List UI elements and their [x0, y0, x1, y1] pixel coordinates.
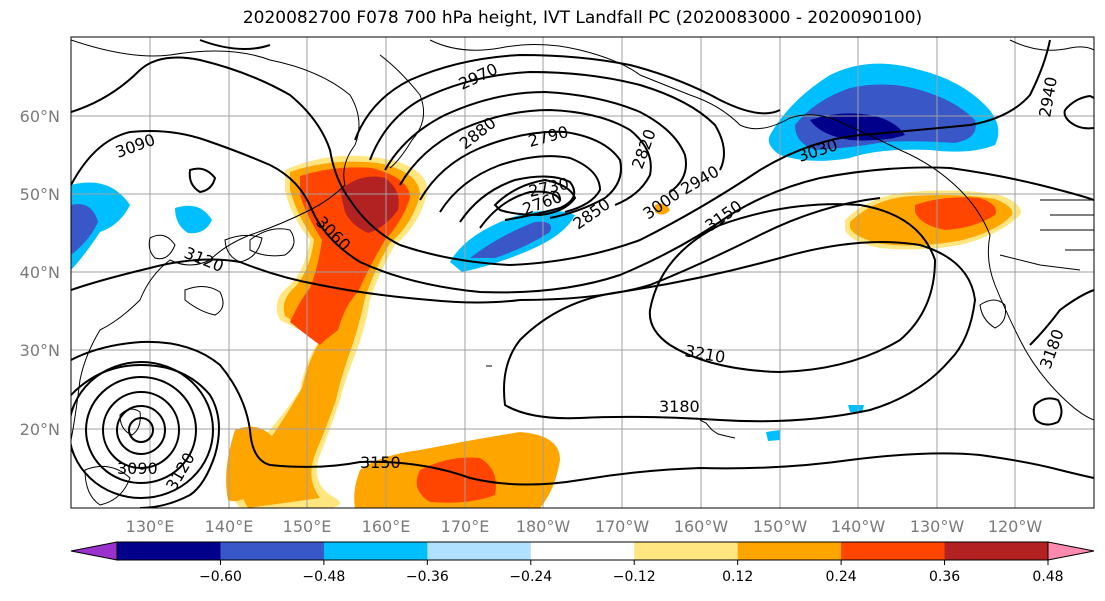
- colorbar-tick-label: 0.48: [1032, 569, 1063, 585]
- latitude-labels: 60°N 50°N 40°N 30°N 20°N: [20, 107, 60, 439]
- colorbar-ticks: −0.60 −0.48 −0.36 −0.24 −0.12 0.12 0.24 0.36 0.4…: [199, 560, 1064, 585]
- lon-label: 140°W: [831, 517, 886, 536]
- map-panel: 2970 2880 2790 2820 2730 2760 2850 2940 …: [71, 37, 1094, 508]
- lat-label: 40°N: [20, 263, 60, 282]
- colorbar-cell: [427, 542, 532, 560]
- colorbar-cell: [220, 542, 325, 560]
- lat-label: 60°N: [20, 107, 60, 126]
- lat-label: 50°N: [20, 185, 60, 204]
- colorbar-frame: [116, 541, 1049, 561]
- lon-label: 170°E: [441, 517, 490, 536]
- lon-label: 180°W: [516, 517, 571, 536]
- graticule: [71, 37, 1094, 508]
- coastlines: [71, 39, 1094, 506]
- colorbar-cell: [737, 542, 842, 560]
- colorbar-cell: [530, 542, 635, 560]
- lon-label: 130°E: [126, 517, 175, 536]
- colorbar-tick-label: −0.12: [613, 569, 656, 585]
- map-title: 2020082700 F078 700 hPa height, IVT Land…: [242, 8, 923, 28]
- colorbar-tick-label: −0.24: [509, 569, 552, 585]
- colorbar-tick-label: −0.60: [199, 569, 242, 585]
- colorbar-cell: [117, 542, 221, 560]
- colorbar-extend-high: [1047, 541, 1095, 561]
- lon-label: 120°W: [988, 517, 1043, 536]
- ivt-positive-shading: [226, 155, 1021, 508]
- lat-label: 20°N: [20, 420, 60, 439]
- lon-label: 150°W: [753, 517, 808, 536]
- colorbar-cell: [841, 542, 946, 560]
- contour-label: 3180: [659, 397, 700, 416]
- lon-label: 160°W: [674, 517, 729, 536]
- contour-label: 3090: [117, 459, 158, 478]
- colorbar-tick-label: 0.36: [929, 569, 960, 585]
- colorbar: −0.60 −0.48 −0.36 −0.24 −0.12 0.12 0.24 0.36 0.4…: [70, 541, 1095, 585]
- colorbar-tick-label: −0.36: [406, 569, 449, 585]
- colorbar-cell: [323, 542, 428, 560]
- lon-label: 170°W: [595, 517, 650, 536]
- map-frame: [70, 36, 1095, 509]
- colorbar-cell: [634, 542, 739, 560]
- contour-label: 3150: [360, 453, 401, 472]
- lon-label: 150°E: [283, 517, 332, 536]
- lat-label: 30°N: [20, 341, 60, 360]
- colorbar-cell: [944, 542, 1049, 560]
- colorbar-tick-label: −0.48: [302, 569, 345, 585]
- longitude-labels: 130°E 140°E 150°E 160°E 170°E 180°W 170°…: [126, 517, 1043, 536]
- lon-label: 130°W: [910, 517, 965, 536]
- lon-label: 140°E: [205, 517, 254, 536]
- height-contours: [71, 39, 1094, 508]
- lon-label: 160°E: [362, 517, 411, 536]
- colorbar-tick-label: 0.24: [826, 569, 857, 585]
- colorbar-tick-label: 0.12: [722, 569, 753, 585]
- colorbar-extend-low: [70, 541, 118, 561]
